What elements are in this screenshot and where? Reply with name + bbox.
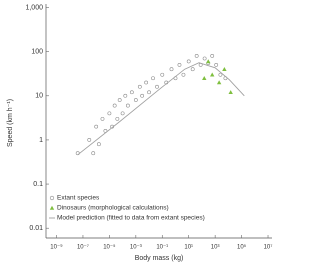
extant-point	[161, 73, 164, 76]
dinosaur-point	[217, 80, 221, 84]
extant-point	[108, 112, 111, 115]
x-tick-label: 10⁻⁷	[77, 244, 89, 251]
extant-point	[138, 85, 141, 88]
extant-point	[118, 98, 121, 101]
extant-point	[145, 81, 148, 84]
page: {"chart_data": { "type": "scatter", "xla…	[0, 0, 320, 265]
legend-label: Extant species	[57, 195, 100, 202]
extant-point	[116, 117, 119, 120]
extant-point	[88, 138, 91, 141]
extant-point	[195, 54, 198, 57]
extant-point	[126, 104, 129, 107]
extant-point	[92, 152, 95, 155]
extant-point	[121, 112, 124, 115]
extant-point	[95, 125, 98, 128]
x-tick-label: 10³	[211, 245, 220, 251]
extant-point	[134, 98, 137, 101]
y-tick-label: 0.1	[33, 181, 43, 188]
x-tick-label: 10⁷	[264, 244, 273, 251]
y-tick-label: 1	[39, 137, 43, 144]
extant-point	[101, 117, 104, 120]
legend-symbol	[50, 206, 54, 210]
extant-point	[211, 54, 214, 57]
y-axis-label: Speed (km h⁻¹)	[7, 99, 14, 147]
extant-point	[182, 73, 185, 76]
chart: Speed (km h⁻¹) Body mass (kg) 0.01 0.1 1 10…	[0, 0, 276, 265]
extant-point	[151, 77, 154, 80]
extant-point	[191, 68, 194, 71]
dinosaur-point	[210, 73, 214, 77]
model-line	[78, 63, 245, 155]
dinosaur-point	[206, 59, 210, 63]
extant-point	[187, 60, 190, 63]
extant-point	[147, 91, 150, 94]
x-tick-label: 10⁻⁵	[103, 244, 116, 251]
extant-point	[124, 94, 127, 97]
extant-point	[170, 68, 173, 71]
x-tick-label: 10⁵	[237, 244, 247, 251]
extant-point	[97, 143, 100, 146]
legend-symbol	[50, 196, 54, 200]
extant-point	[155, 85, 158, 88]
x-tick-label: 10⁻³	[130, 245, 142, 251]
x-axis-label: Body mass (kg)	[135, 255, 184, 262]
dinosaur-point	[202, 76, 206, 80]
legend-label: Model prediction (fitted to data from ex…	[57, 215, 205, 222]
extant-point	[178, 63, 181, 66]
y-tick-label: 100	[31, 48, 43, 55]
x-tick-label: 10¹	[184, 245, 193, 251]
legend-label: Dinosaurs (morphological calculations)	[57, 205, 169, 212]
extant-point	[130, 91, 133, 94]
dinosaur-point	[228, 90, 232, 94]
extant-point	[141, 94, 144, 97]
extant-point	[113, 104, 116, 107]
y-tick-label: 10	[35, 93, 43, 100]
extant-point	[203, 57, 206, 60]
extant-point	[215, 63, 218, 66]
y-tick-label: 0.01	[29, 225, 43, 232]
x-tick-label: 10⁻⁹	[50, 244, 63, 251]
x-tick-label: 10⁻¹	[156, 245, 168, 251]
y-tick-label: 1,000	[25, 4, 43, 11]
dinosaur-point	[222, 67, 226, 71]
